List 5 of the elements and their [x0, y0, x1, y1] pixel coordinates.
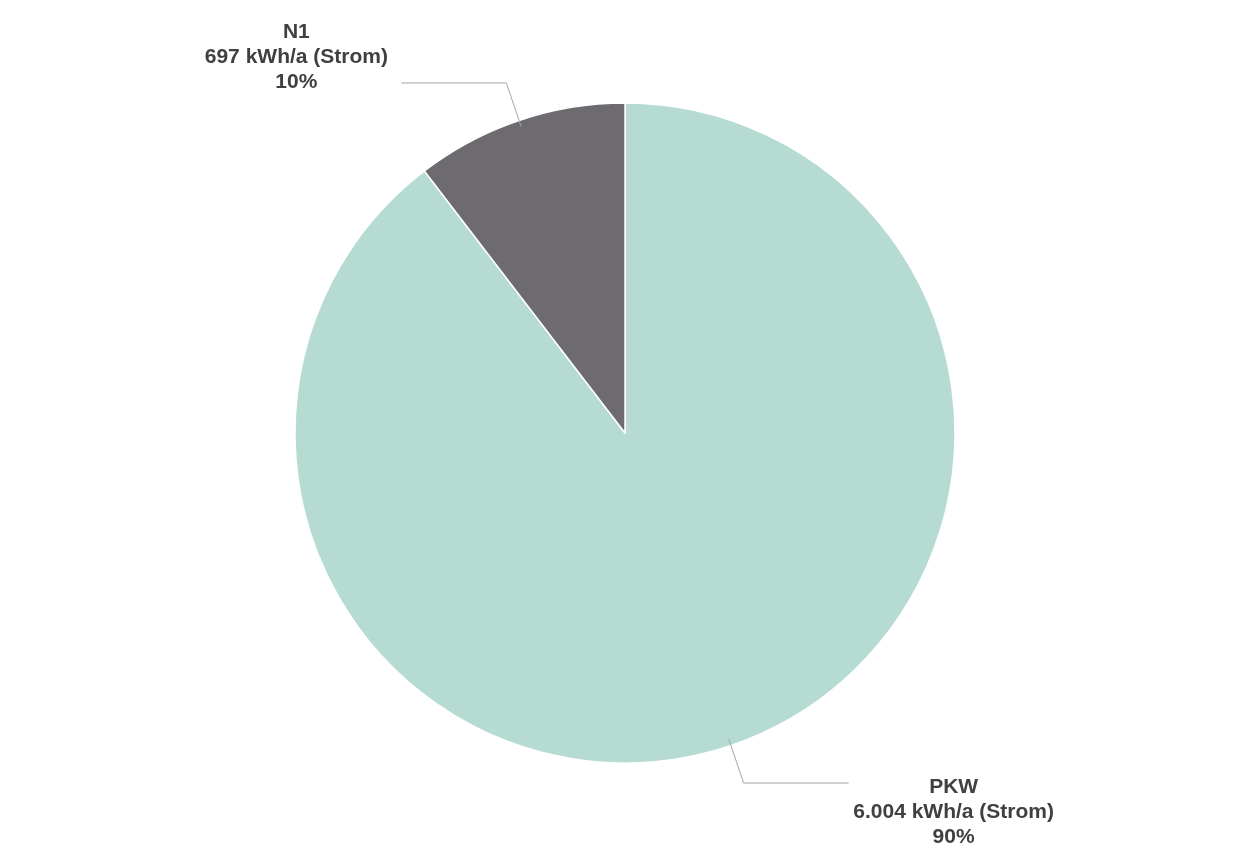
- slice-label: PKW: [929, 774, 979, 798]
- data-label: 6.004 kWh/a (Strom) 90%: [853, 799, 1054, 848]
- data-label: 697 kWh/a (Strom) 10%: [204, 43, 388, 92]
- slice-label: N1: [282, 18, 311, 42]
- pie-slice: [294, 102, 956, 764]
